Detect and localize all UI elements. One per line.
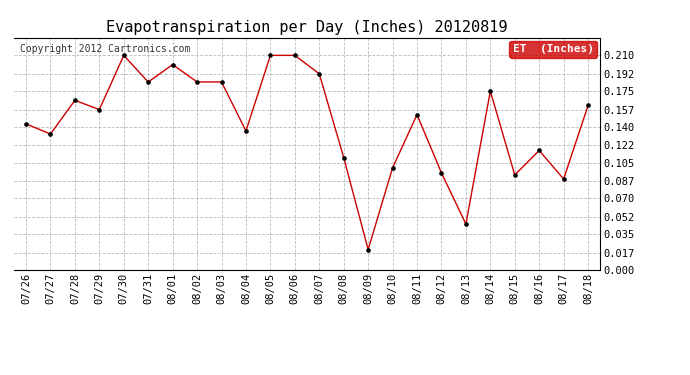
Text: Copyright 2012 Cartronics.com: Copyright 2012 Cartronics.com [19,45,190,54]
Title: Evapotranspiration per Day (Inches) 20120819: Evapotranspiration per Day (Inches) 2012… [106,20,508,35]
Legend: ET  (Inches): ET (Inches) [509,41,597,57]
